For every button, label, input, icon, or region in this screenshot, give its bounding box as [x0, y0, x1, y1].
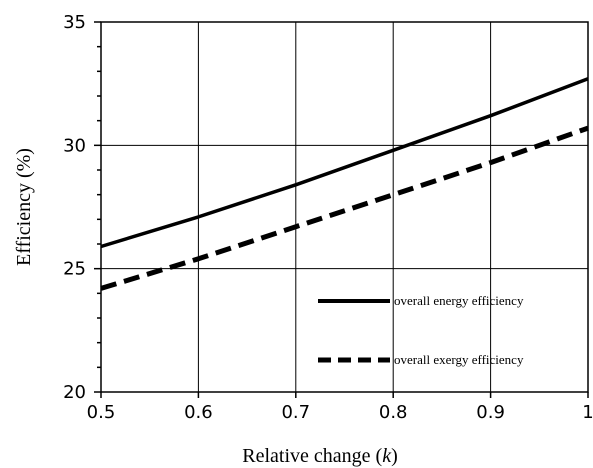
legend: overall energy efficiency overall exergy…	[318, 293, 524, 367]
series-layer	[100, 77, 589, 291]
x-tick-label: 0.7	[281, 402, 310, 423]
legend-label-energy: overall energy efficiency	[394, 293, 524, 308]
x-tick-label: 0.9	[476, 402, 505, 423]
y-tick-labels: 20 25 30 35	[63, 12, 86, 403]
x-tick-label: 0.8	[379, 402, 408, 423]
plot-frame	[100, 21, 589, 393]
y-tick-label: 25	[63, 259, 86, 280]
x-tick-label: 0.5	[87, 402, 116, 423]
gridlines	[101, 22, 588, 392]
y-tick-label: 35	[63, 12, 86, 33]
legend-label-exergy: overall exergy efficiency	[394, 352, 524, 367]
series-line-exergy	[100, 125, 589, 291]
y-axis-title: Efficiency (%)	[13, 148, 35, 266]
y-tick-label: 20	[63, 382, 86, 403]
x-tick-label: 0.6	[184, 402, 213, 423]
series-line-energy	[100, 77, 589, 249]
x-tick-labels: 0.5 0.6 0.7 0.8 0.9 1	[87, 402, 593, 423]
x-axis-title: Relative change (k)	[242, 445, 398, 467]
y-tick-label: 30	[63, 135, 86, 156]
x-tick-label: 1	[582, 402, 593, 423]
